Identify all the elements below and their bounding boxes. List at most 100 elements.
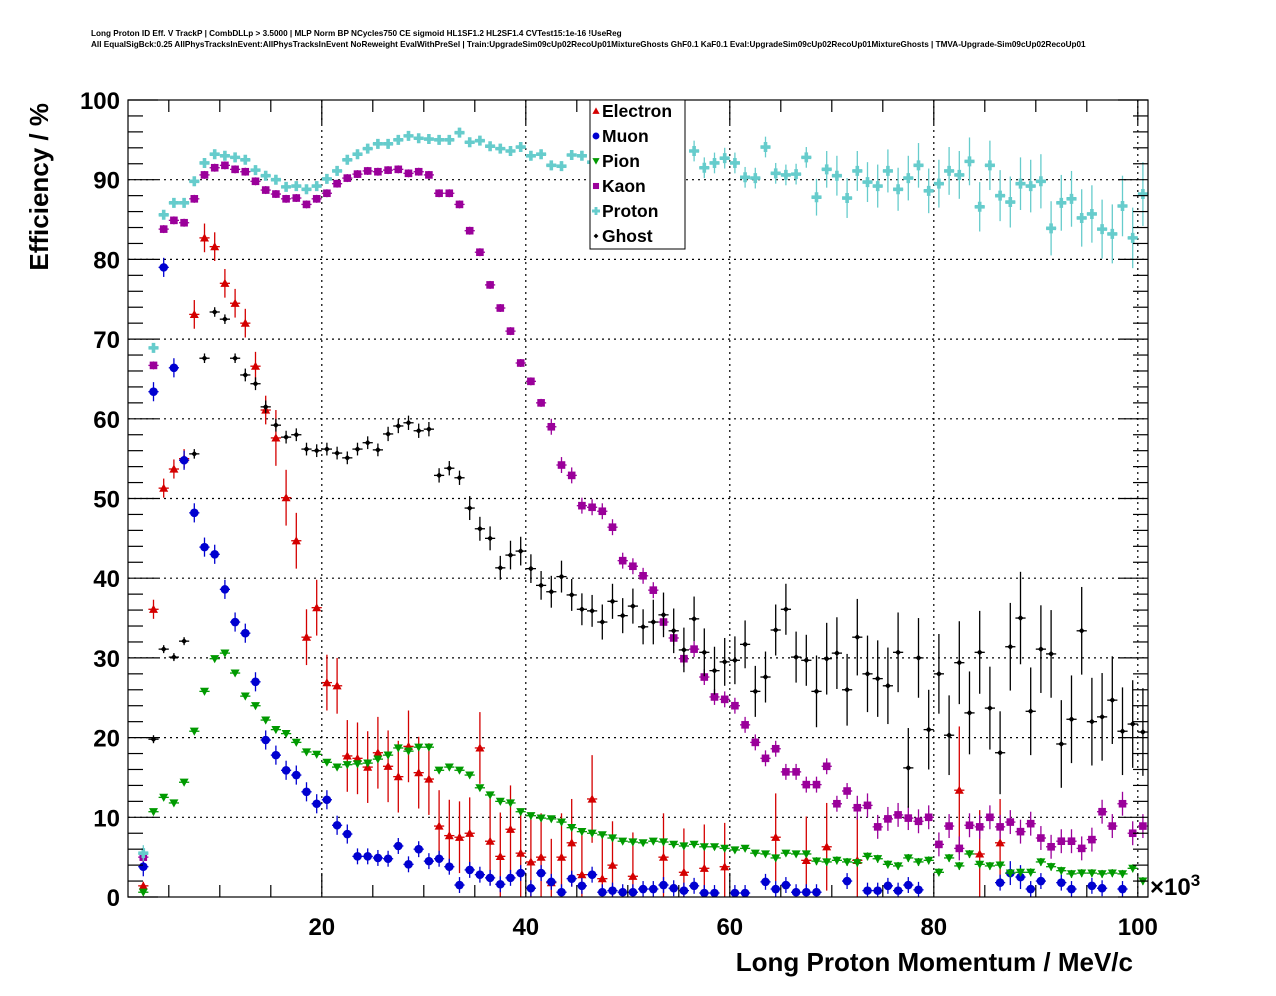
kaon-marker [700, 673, 709, 681]
pion-marker [791, 850, 801, 859]
kaon-marker [1108, 822, 1117, 830]
ghost-marker [619, 612, 626, 619]
muon-marker [812, 887, 821, 897]
y-tick-label: 100 [80, 88, 120, 115]
muon-point [699, 885, 710, 898]
kaon-point [801, 776, 812, 793]
proton-marker [566, 149, 577, 160]
proton-point [434, 134, 445, 145]
ghost-point [505, 540, 516, 570]
pion-marker [393, 744, 403, 753]
pion-point [974, 860, 985, 869]
muon-point [148, 382, 159, 402]
kaon-marker [272, 190, 280, 198]
proton-point [372, 138, 383, 149]
electron-marker [322, 678, 332, 687]
proton-point [780, 164, 791, 186]
proton-point [831, 155, 842, 196]
kaon-marker [384, 166, 392, 174]
pion-marker [465, 771, 475, 780]
pion-point [648, 837, 659, 846]
kaon-marker [394, 165, 403, 174]
electron-point [995, 798, 1006, 887]
proton-marker [893, 184, 904, 195]
pion-marker [883, 860, 893, 869]
ghost-point [699, 628, 710, 677]
ghost-marker [701, 649, 708, 656]
ghost-point [1137, 688, 1148, 776]
proton-marker [434, 134, 445, 145]
electron-marker [516, 848, 526, 857]
ghost-marker [844, 686, 851, 693]
electron-point [954, 726, 965, 854]
kaon-point [1117, 791, 1128, 816]
electron-marker [291, 536, 301, 545]
kaon-marker [884, 815, 892, 823]
proton-marker [913, 160, 924, 171]
proton-point [393, 134, 404, 145]
kaon-point [648, 582, 659, 599]
pion-marker [261, 716, 271, 725]
muon-point [791, 884, 802, 897]
electron-marker [240, 318, 250, 327]
pion-marker [424, 743, 434, 752]
pion-point [148, 808, 159, 817]
pion-point [219, 649, 230, 658]
electron-point [209, 232, 220, 261]
pion-marker [179, 778, 189, 787]
x-tick-label: 20 [308, 914, 335, 941]
electron-marker [159, 483, 169, 492]
muon-marker [883, 881, 893, 891]
pion-point [1086, 869, 1097, 878]
legend-marker-ghost-icon [593, 233, 599, 239]
proton-marker [138, 848, 149, 859]
ghost-marker [232, 355, 239, 362]
proton-marker [393, 134, 404, 145]
pion-marker [149, 808, 158, 817]
pion-marker [638, 839, 648, 848]
ghost-marker [211, 309, 218, 316]
muon-point [505, 869, 516, 886]
proton-marker [699, 162, 710, 173]
pion-point [780, 849, 791, 858]
muon-point [485, 869, 496, 886]
electron-marker [444, 831, 454, 840]
proton-point [576, 150, 587, 161]
pion-point [495, 797, 506, 806]
muon-marker [139, 862, 148, 872]
kaon-point [750, 734, 761, 751]
ghost-marker [731, 657, 738, 664]
proton-marker [403, 130, 414, 141]
kaon-point [1097, 799, 1108, 824]
kaon-marker [945, 822, 953, 830]
pion-marker [1036, 858, 1046, 867]
kaon-marker [180, 218, 188, 227]
ghost-point [831, 617, 842, 689]
proton-point [342, 154, 353, 165]
muon-marker [730, 888, 740, 898]
kaon-marker [200, 171, 209, 179]
kaon-point [760, 750, 771, 767]
proton-marker [954, 169, 965, 180]
muon-point [607, 882, 618, 897]
pion-marker [1128, 864, 1138, 873]
legend-marker-kaon-icon [592, 182, 600, 190]
legend-label-electron: Electron [602, 101, 672, 121]
ghost-point [995, 711, 1006, 795]
muon-marker [210, 549, 219, 559]
kaon-point [893, 802, 904, 827]
proton-marker [1025, 181, 1036, 192]
proton-marker [872, 181, 883, 192]
kaon-marker [802, 780, 811, 789]
pion-point [158, 793, 169, 802]
proton-marker [168, 197, 179, 208]
muon-marker [608, 886, 617, 895]
pion-marker [240, 692, 250, 701]
muon-point [332, 815, 343, 835]
ghost-point [1056, 700, 1067, 788]
kaon-point [321, 189, 332, 198]
pion-point [668, 840, 679, 849]
proton-point [995, 170, 1006, 222]
muon-point [179, 450, 190, 470]
ghost-point [1025, 667, 1036, 756]
